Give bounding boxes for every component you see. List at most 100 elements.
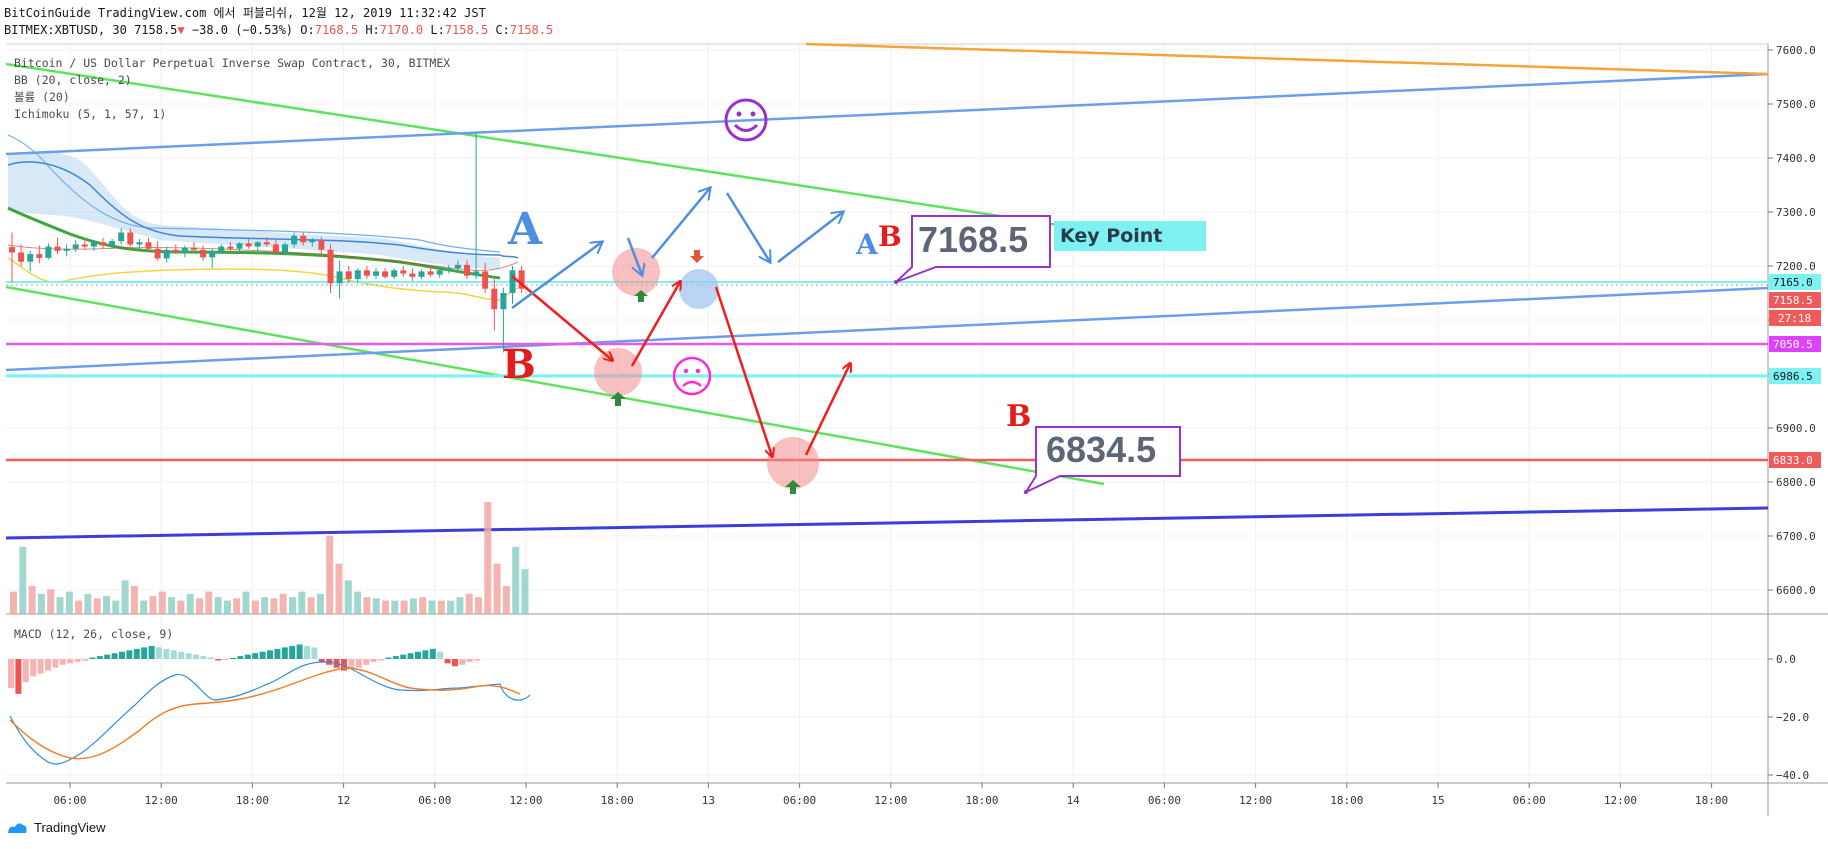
candle-body [263, 242, 270, 245]
candle-body [354, 270, 361, 279]
ohlc-line: BITMEX:XBTUSD, 30 7158.5▼ −38.0 (−0.53%)… [4, 23, 553, 37]
macd-hist-bar [8, 659, 14, 688]
candle-body [436, 270, 443, 275]
navy-trendline [5, 506, 1769, 540]
candle-body [191, 247, 197, 250]
candle-body [236, 243, 243, 249]
time-tick-label: 18:00 [1695, 794, 1728, 807]
volume-bar [419, 597, 427, 614]
volume-bar [484, 502, 492, 614]
target-price-text: 6834.5 [1046, 429, 1156, 470]
macd-hist-bar [429, 648, 436, 659]
macd-hist-bar [348, 659, 355, 670]
tag-countdown [1769, 310, 1821, 326]
candle-body [200, 249, 207, 258]
macd-signal-line [9, 667, 521, 760]
volume-bar [270, 598, 278, 614]
tradingview-logo-icon [8, 822, 27, 833]
time-tick-label: 12:00 [1604, 794, 1637, 807]
candle-body [63, 248, 70, 251]
candle-body [154, 248, 161, 259]
candle-body [100, 242, 106, 246]
blue-arrow-4 [725, 192, 770, 262]
macd-hist-bar [378, 659, 384, 661]
candle-body [36, 254, 43, 258]
candle-body [345, 271, 352, 279]
red-arrow-2 [630, 282, 680, 367]
macd-hist-bar [267, 650, 273, 659]
volume-bar [456, 597, 464, 614]
tag-cyan-lower-text: 6986.5 [1773, 370, 1813, 383]
volume-bar [186, 593, 194, 614]
open-label: O: [300, 23, 315, 37]
lower-green-trendline [5, 285, 1105, 486]
candle-body [318, 240, 325, 250]
volume-bar [10, 591, 17, 614]
volume-bar [279, 593, 287, 614]
upper-green-trendline [5, 62, 1105, 234]
macd-hist-bar [437, 651, 444, 659]
low-label: L: [430, 23, 445, 37]
down-arrow-icon [690, 250, 704, 263]
key-point-text: Key Point [1060, 225, 1162, 247]
price-tick-label: 6700.0 [1776, 530, 1816, 543]
macd-hist-bar [67, 659, 74, 664]
candle-body [500, 293, 507, 310]
label-ab-b: B [878, 220, 902, 253]
macd-hist-bar [96, 656, 103, 659]
ichimoku-span [7, 134, 501, 253]
macd-hist-bar [59, 659, 66, 665]
red-arrow-3 [714, 286, 772, 456]
tag-last-text: 7158.5 [1773, 294, 1813, 307]
volume-bar [28, 586, 36, 614]
open-value: 7168.5 [314, 23, 359, 37]
macd-hist-bar [148, 645, 155, 659]
candle-body [300, 235, 307, 243]
ichimoku-cloud [8, 151, 500, 270]
tag-magenta-text: 7050.5 [1773, 338, 1813, 351]
macd-hist-bar [230, 657, 236, 659]
price-tick-label: 7300.0 [1776, 206, 1816, 219]
volume-bar [465, 593, 473, 614]
macd-hist-bar [281, 647, 288, 659]
price-tick-label: 6900.0 [1776, 422, 1816, 435]
volume-bar [214, 597, 222, 614]
macd-hist-bar [296, 644, 303, 659]
volume-bar [316, 593, 324, 614]
volume-bar [382, 600, 389, 614]
macd-hist-bar [141, 647, 148, 659]
volume-bar [149, 596, 157, 614]
footer-brand[interactable]: TradingView [6, 820, 106, 835]
volume-bar [251, 600, 259, 614]
candle-body [454, 264, 461, 269]
candle-body [127, 232, 134, 245]
candle-body [445, 268, 452, 271]
macd-hist-bar [415, 651, 421, 659]
time-tick-label: 12:00 [509, 794, 542, 807]
volume-bar [475, 597, 482, 614]
candle-body [427, 271, 434, 275]
macd-hist-bar [370, 659, 377, 662]
macd-hist-bar [474, 659, 481, 661]
price-tags: 7165.0 7158.5 27:18 7050.5 6986.5 6833.0 [1769, 274, 1821, 468]
time-tick-label: 15 [1431, 794, 1444, 807]
macd-hist-bar [274, 648, 281, 659]
last-price: 7158.5 [134, 23, 178, 37]
bb-upper-line [7, 161, 519, 259]
macd-hist-bar [45, 659, 51, 671]
candle-body [509, 270, 516, 293]
orange-trendline [805, 42, 1769, 76]
macd-hist-bar [385, 657, 392, 659]
blue-arrow-2 [626, 237, 642, 275]
candle-body [309, 240, 316, 243]
volume-bar [437, 600, 445, 614]
candle-body [45, 246, 52, 258]
time-tick-label: 14 [1067, 794, 1081, 807]
legend-bb: BB (20, close, 2) [14, 73, 132, 87]
volume-bars [10, 502, 529, 614]
price-tick-label: 7600.0 [1776, 44, 1816, 57]
candle-body [464, 264, 470, 276]
macd-hist-bar [104, 654, 111, 659]
scenario-circle-blue [679, 269, 719, 309]
